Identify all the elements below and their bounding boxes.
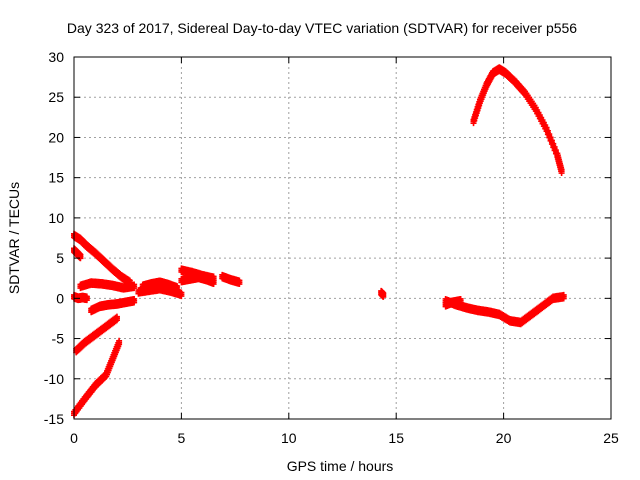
y-axis-label: SDTVAR / TECUs <box>6 182 22 294</box>
y-tick-label: 25 <box>48 89 64 105</box>
series-arc-1 <box>71 230 133 288</box>
series-arc-13 <box>378 287 387 300</box>
y-tick-label: 10 <box>48 210 64 226</box>
y-tick-label: 0 <box>56 290 64 306</box>
x-axis-label: GPS time / hours <box>287 458 394 474</box>
series-arc-12 <box>219 271 243 288</box>
data-point <box>558 170 565 177</box>
series-arc-4 <box>77 278 138 293</box>
grid <box>74 57 611 419</box>
data-point <box>178 293 185 300</box>
x-tick-label: 15 <box>388 430 404 446</box>
series-arc-7 <box>71 337 123 419</box>
plot-frame <box>73 56 612 420</box>
x-tick-label: 0 <box>70 430 78 446</box>
x-tick-label: 10 <box>281 430 297 446</box>
y-tick-label: -10 <box>44 371 64 387</box>
data-point <box>131 285 138 292</box>
data-point <box>116 341 123 348</box>
series-arc-6 <box>73 313 120 356</box>
y-tick-label: 15 <box>48 170 64 186</box>
data-point <box>83 297 90 304</box>
series-arc-11 <box>178 272 217 288</box>
y-tick-label: 20 <box>48 129 64 145</box>
series-arc-15 <box>442 295 464 310</box>
y-tick-label: 5 <box>56 250 64 266</box>
data-point <box>210 281 217 288</box>
chart-title: Day 323 of 2017, Sidereal Day-to-day VTE… <box>67 20 577 36</box>
x-tick-label: 20 <box>496 430 512 446</box>
data-point <box>131 299 138 306</box>
y-tick-label: -5 <box>52 331 65 347</box>
axis-ticks: 0 5 10 15 20 25 -15 -10 -5 0 5 10 15 20 25 30 <box>44 49 619 446</box>
data-point <box>113 317 120 324</box>
data-point <box>236 281 243 288</box>
data-point <box>457 299 464 306</box>
series-arc-16 <box>470 64 565 177</box>
x-tick-label: 25 <box>603 430 619 446</box>
y-tick-label: 30 <box>48 49 64 65</box>
series-arc-9 <box>135 283 185 300</box>
series-arc-5 <box>88 295 138 316</box>
series-arc-14 <box>442 291 567 328</box>
data-point <box>380 293 387 300</box>
y-tick-label: -15 <box>44 411 64 427</box>
data-point <box>560 295 567 302</box>
x-tick-label: 5 <box>178 430 186 446</box>
